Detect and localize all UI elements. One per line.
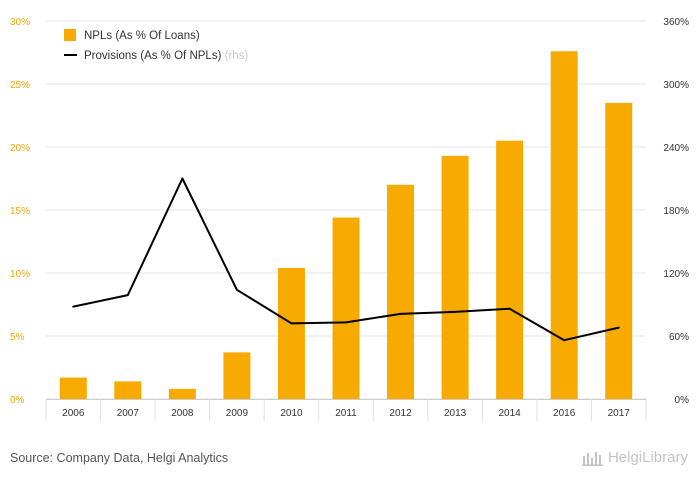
legend-label-provisions: Provisions (As % Of NPLs) (rhs) [84, 50, 248, 62]
line-point-2009 [235, 288, 238, 291]
x-tick-label: 2009 [226, 408, 249, 419]
line-point-2007 [126, 294, 129, 297]
source-note: Source: Company Data, Helgi Analytics [10, 451, 229, 465]
right-tick-label: 360% [663, 17, 689, 28]
right-tick-label: 60% [669, 332, 689, 343]
right-tick-label: 120% [663, 269, 689, 280]
left-tick-label: 20% [10, 143, 30, 154]
line-point-2011 [345, 321, 347, 324]
x-axis: 2006 2007 2008 2009 2010 2011 2012 2013 2014 2016… [45, 399, 647, 421]
left-tick-label: 0% [10, 395, 25, 406]
npl-bars [59, 51, 633, 400]
x-tick-label: 2007 [117, 408, 140, 419]
legend-swatch-npl [64, 29, 76, 41]
left-tick-label: 30% [10, 17, 30, 28]
line-point-2008 [181, 177, 184, 180]
x-tick-label: 2017 [608, 408, 631, 419]
x-tick-label: 2008 [171, 408, 194, 419]
bar-2007 [114, 381, 142, 399]
right-tick-label: 0% [675, 395, 690, 406]
x-tick-label: 2011 [335, 408, 357, 419]
provisions-line [72, 177, 620, 342]
bar-2017 [605, 102, 633, 400]
line-point-2014 [508, 307, 511, 310]
x-tick-label: 2006 [62, 408, 85, 419]
line-point-2016 [563, 339, 566, 342]
line-point-2012 [399, 312, 402, 315]
bar-2008 [168, 388, 196, 399]
x-tick-label: 2012 [389, 408, 412, 419]
x-tick-label: 2016 [553, 408, 576, 419]
line-point-2017 [617, 326, 620, 329]
library-icon [581, 451, 603, 466]
right-tick-label: 180% [663, 206, 689, 217]
legend: NPLs (As % Of Loans) Provisions (As % Of… [64, 29, 248, 62]
x-tick-label: 2010 [280, 408, 303, 419]
left-tick-label: 15% [10, 206, 30, 217]
x-tick-label: 2014 [499, 408, 522, 419]
line-point-2006 [72, 305, 75, 308]
legend-label-npl: NPLs (As % Of Loans) [84, 30, 200, 42]
bar-2016 [550, 51, 578, 400]
x-tick-label: 2013 [444, 408, 467, 419]
bar-2006 [59, 377, 87, 399]
bar-2012 [387, 184, 415, 399]
right-axis-ticks: 0% 60% 120% 180% 240% 300% 360% [663, 17, 689, 406]
line-point-2013 [454, 310, 457, 313]
bar-2013 [441, 155, 469, 399]
left-tick-label: 5% [10, 332, 25, 343]
legend-note: (rhs) [225, 50, 249, 62]
line-point-2010 [290, 322, 293, 325]
bar-2010 [277, 267, 305, 399]
right-tick-label: 240% [663, 143, 689, 154]
left-tick-label: 25% [10, 80, 30, 91]
left-axis-ticks: 0% 5% 10% 15% 20% 25% 30% [10, 17, 30, 406]
helgi-logo: HelgiLibrary [581, 449, 688, 466]
logo-text: HelgiLibrary [607, 449, 688, 466]
right-tick-label: 300% [663, 80, 689, 91]
bar-2014 [496, 140, 524, 399]
bar-2011 [332, 217, 360, 399]
bar-2009 [223, 352, 251, 399]
left-tick-label: 10% [10, 269, 30, 280]
